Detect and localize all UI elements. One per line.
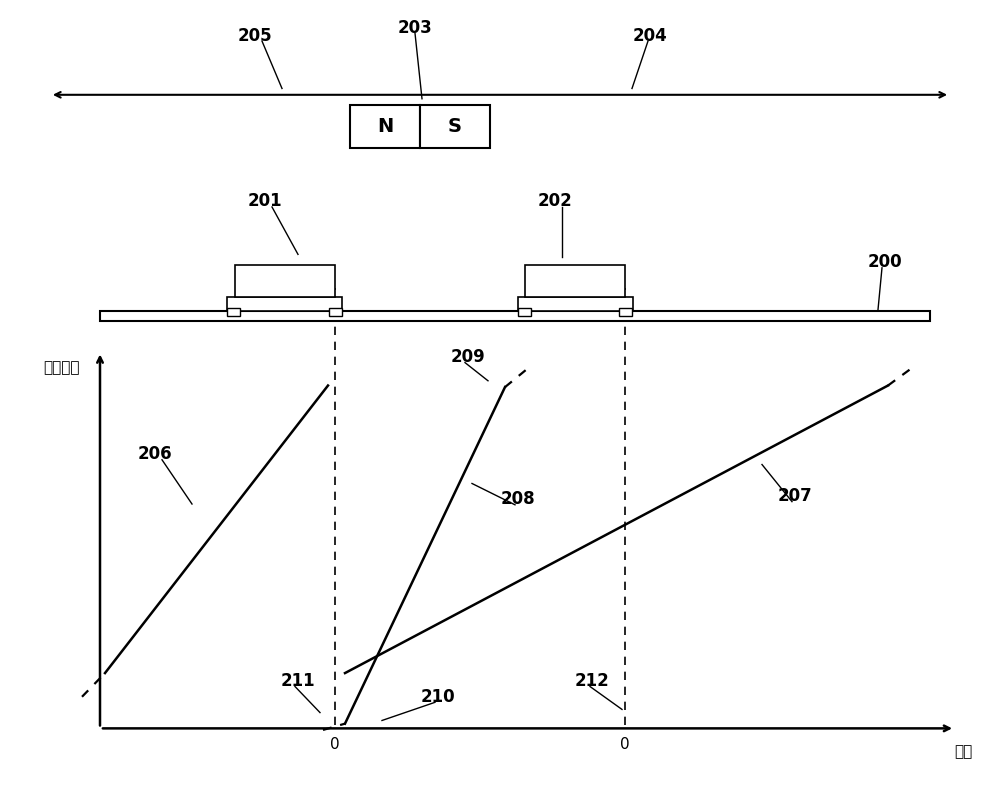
Bar: [100, 311, 930, 321]
Bar: [350, 105, 420, 149]
Text: 207: 207: [778, 487, 812, 505]
Text: 202: 202: [538, 193, 572, 210]
Text: 0: 0: [620, 738, 630, 752]
Text: 212: 212: [575, 672, 609, 690]
Bar: [329, 308, 342, 316]
Text: 203: 203: [398, 19, 432, 36]
Text: 201: 201: [248, 193, 282, 210]
Bar: [525, 265, 625, 297]
Text: 211: 211: [281, 672, 315, 690]
Text: 200: 200: [868, 254, 902, 271]
Text: 位移: 位移: [954, 745, 972, 759]
Text: 0: 0: [330, 738, 340, 752]
Text: 205: 205: [238, 27, 272, 44]
Bar: [420, 105, 490, 149]
Bar: [227, 297, 342, 311]
Bar: [235, 265, 335, 297]
Text: 输出信号: 输出信号: [44, 360, 80, 374]
Text: 208: 208: [501, 491, 535, 508]
Text: 210: 210: [421, 688, 455, 705]
Bar: [227, 308, 240, 316]
Bar: [619, 308, 632, 316]
Bar: [518, 308, 530, 316]
Text: 209: 209: [451, 348, 485, 366]
Text: N: N: [377, 117, 393, 136]
Text: 204: 204: [633, 27, 667, 44]
Text: S: S: [448, 117, 462, 136]
Text: 206: 206: [138, 446, 172, 463]
Bar: [518, 297, 633, 311]
